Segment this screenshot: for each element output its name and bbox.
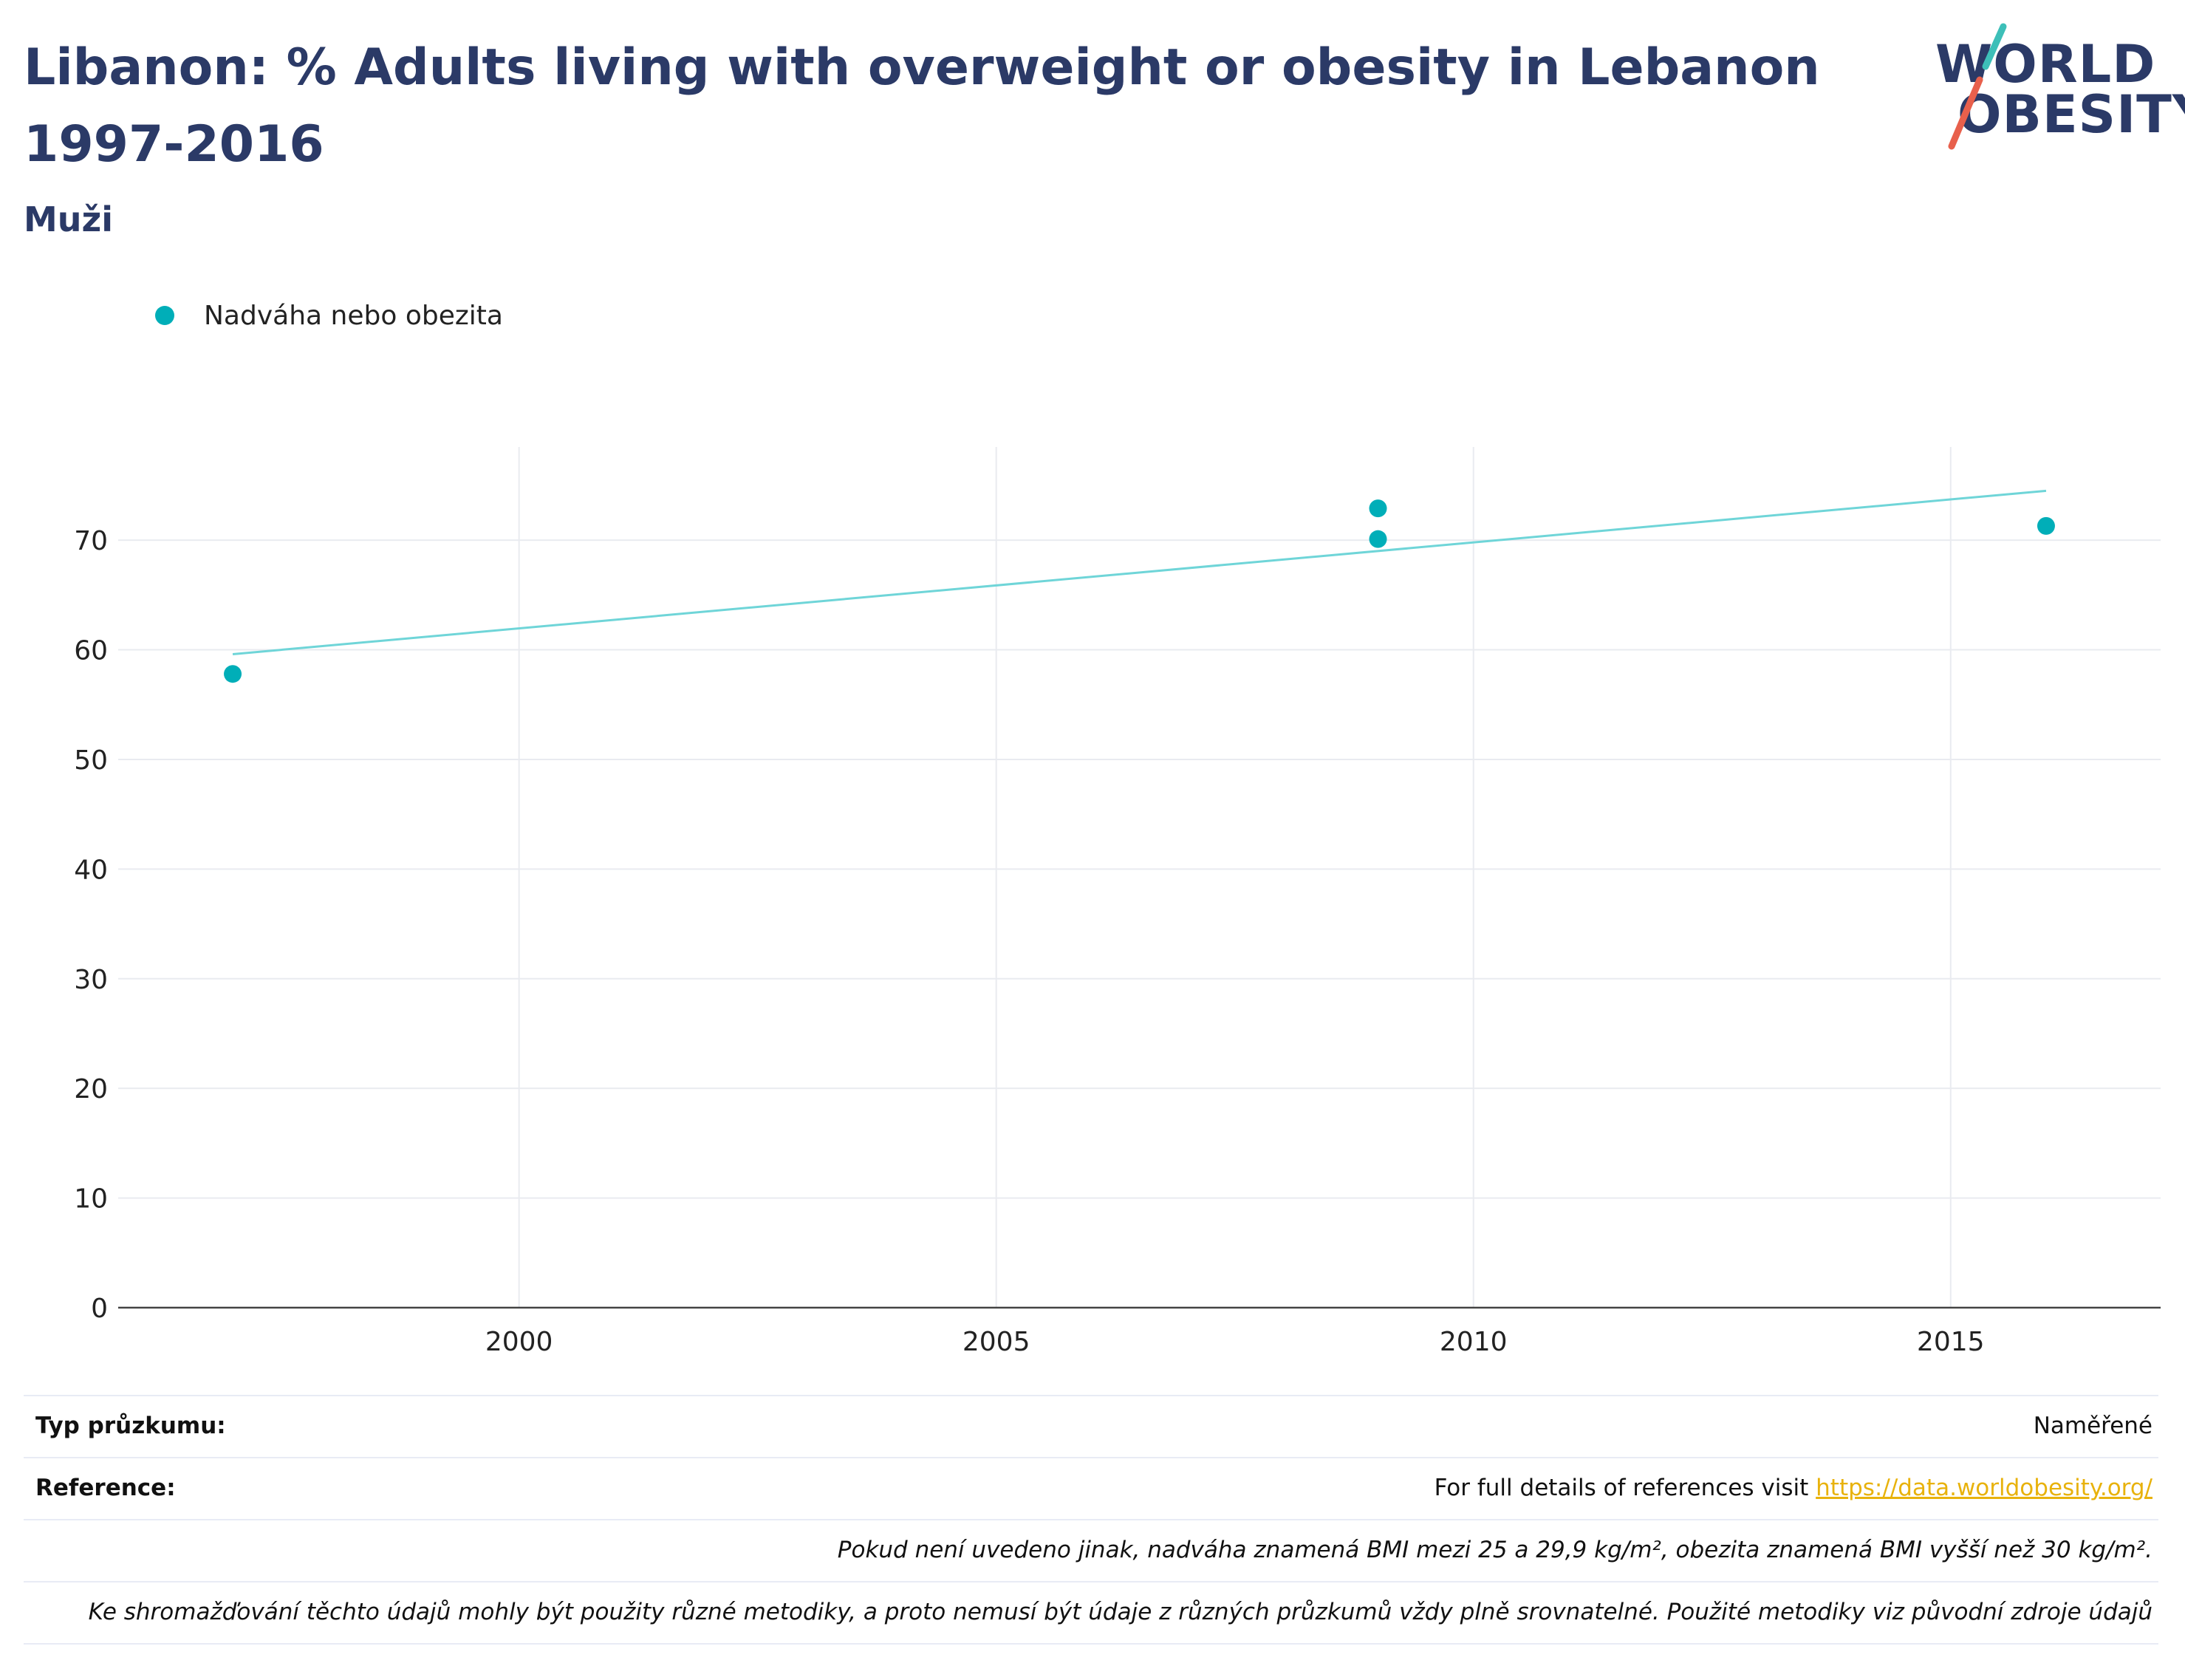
legend[interactable]: Nadváha nebo obezita: [155, 299, 503, 332]
logo-line1: WORLD: [1935, 34, 2156, 95]
note-row-2: Ke shromažďování těchto údajů mohly být …: [24, 1581, 2158, 1645]
data-point: [1369, 530, 1387, 548]
y-tick-label: 0: [91, 1294, 108, 1324]
reference-label: Reference:: [35, 1475, 176, 1501]
logo-line2: OBESITY: [1957, 84, 2185, 145]
survey-type-label: Typ průzkumu:: [35, 1413, 226, 1439]
tick-labels: 0 10 20 30 40 50 60 70 2000 2005 2010 2015: [74, 526, 1984, 1357]
definition-note: Pokud není uvedeno jinak, nadváha znamen…: [837, 1537, 2152, 1563]
y-tick-label: 70: [74, 526, 108, 556]
y-tick-label: 40: [74, 855, 108, 885]
legend-label: Nadváha nebo obezita: [204, 300, 503, 331]
survey-type-value: Naměřené: [2033, 1413, 2152, 1439]
reference-value: For full details of references visit htt…: [1435, 1475, 2152, 1501]
trendline: [232, 489, 2047, 655]
methodology-note: Ke shromažďování těchto údajů mohly být …: [88, 1599, 2152, 1625]
x-tick-label: 2000: [485, 1327, 553, 1357]
note-row-1: Pokud není uvedeno jinak, nadváha znamen…: [24, 1519, 2158, 1581]
reference-row: Reference: For full details of reference…: [24, 1457, 2158, 1519]
reference-text: For full details of references visit: [1434, 1475, 1816, 1501]
survey-type-row: Typ průzkumu: Naměřené: [24, 1395, 2158, 1457]
logo-slash-icon: [1948, 23, 2007, 150]
x-tick-label: 2005: [962, 1327, 1030, 1357]
data-points: [224, 499, 2055, 683]
y-tick-label: 20: [74, 1074, 108, 1104]
data-point: [1369, 499, 1387, 518]
legend-marker: [155, 306, 174, 325]
chart-title: Libanon: % Adults living with overweight…: [24, 38, 1820, 174]
y-tick-label: 10: [74, 1184, 108, 1215]
scatter-chart: 0 10 20 30 40 50 60 70 2000 2005 2010 2015: [74, 447, 2161, 1357]
trendline-path: [232, 489, 2047, 655]
y-tick-label: 50: [74, 745, 108, 776]
y-tick-label: 60: [74, 636, 108, 666]
reference-link[interactable]: https://data.worldobesity.org/: [1816, 1475, 2152, 1501]
data-point: [224, 665, 242, 683]
y-tick-label: 30: [74, 965, 108, 995]
chart-subtitle: Muži: [24, 199, 114, 239]
x-tick-label: 2010: [1440, 1327, 1508, 1357]
x-tick-label: 2015: [1917, 1327, 1985, 1357]
footer-table: Typ průzkumu: Naměřené Reference: For fu…: [24, 1395, 2158, 1645]
data-point: [2037, 516, 2055, 535]
world-obesity-logo: WORLD OBESITY: [1921, 22, 2185, 155]
grid: [118, 447, 2161, 1308]
